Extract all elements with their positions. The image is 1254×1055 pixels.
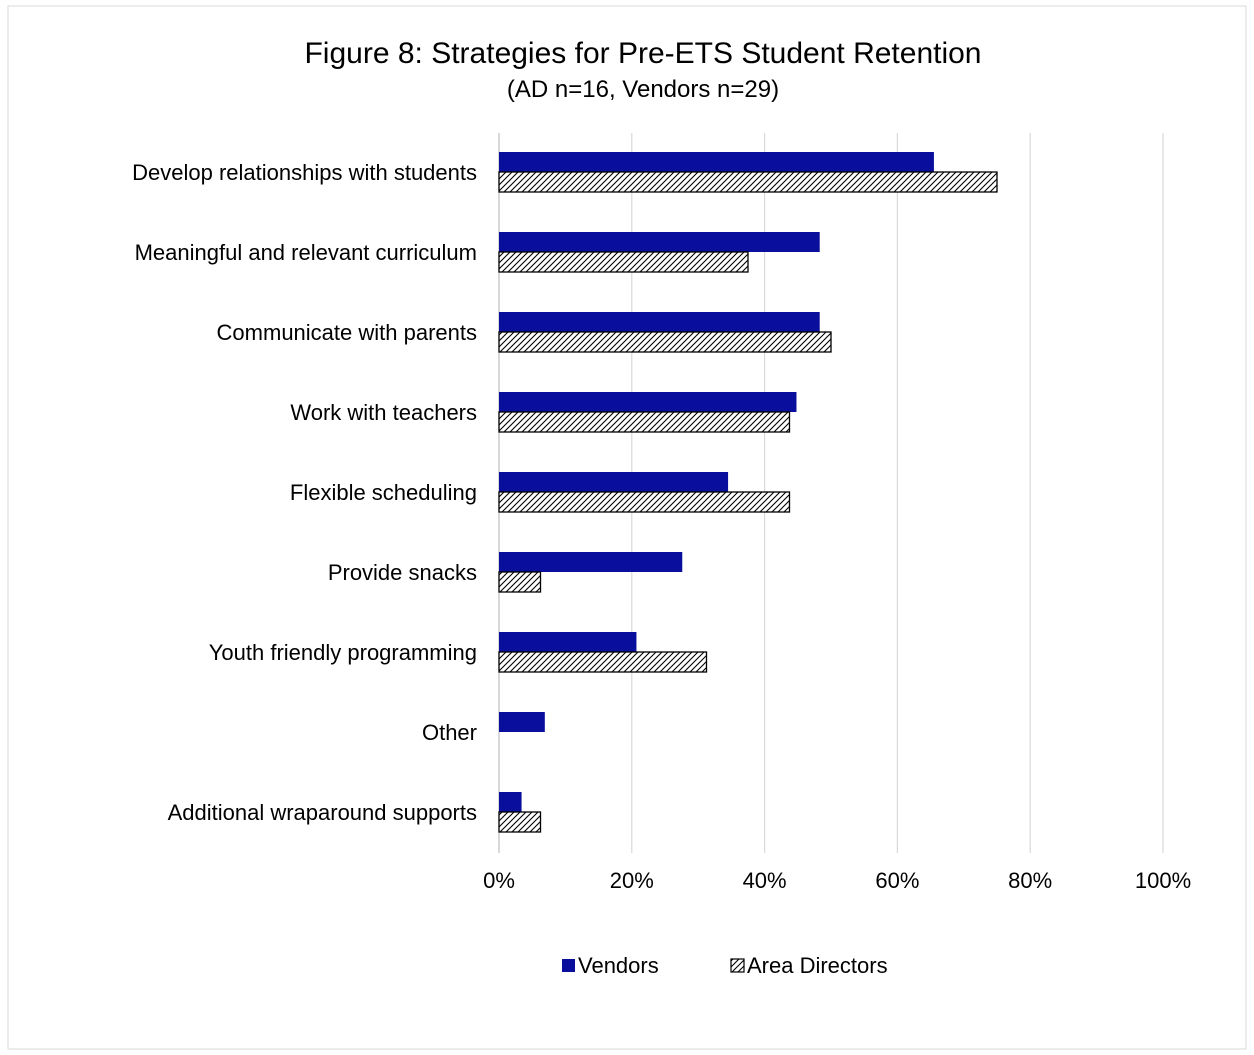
category-label: Develop relationships with students: [132, 160, 477, 185]
chart-title: Figure 8: Strategies for Pre-ETS Student…: [304, 37, 981, 70]
legend: Vendors Area Directors: [562, 953, 888, 978]
x-tick-label: 40%: [743, 868, 787, 893]
category-label: Youth friendly programming: [209, 640, 477, 665]
bar-area-directors: [498, 651, 708, 673]
bar-area-directors: [498, 571, 542, 593]
category-label: Provide snacks: [328, 560, 477, 585]
bar-area-directors: [498, 811, 542, 833]
bar-area-directors: [498, 491, 791, 513]
legend-label-area-directors: Area Directors: [747, 953, 888, 978]
category-labels: Develop relationships with students Meani…: [132, 160, 477, 825]
bar-vendors: [499, 232, 820, 252]
x-tick-label: 0%: [483, 868, 515, 893]
bar-vendors: [499, 472, 729, 492]
category-label: Meaningful and relevant curriculum: [135, 240, 477, 265]
category-label: Additional wraparound supports: [168, 800, 477, 825]
bar-area-directors: [498, 171, 998, 193]
category-label: Flexible scheduling: [290, 480, 477, 505]
bar-vendors: [499, 312, 820, 332]
x-tick-label: 100%: [1135, 868, 1191, 893]
legend-swatch-vendors: [562, 959, 575, 972]
bar-vendors: [499, 712, 545, 732]
category-label: Other: [422, 720, 477, 745]
category-label: Communicate with parents: [217, 320, 477, 345]
bar-vendors: [499, 152, 934, 172]
bars: [498, 152, 998, 833]
x-tick-label: 20%: [610, 868, 654, 893]
x-tick-label: 60%: [875, 868, 919, 893]
x-tick-label: 80%: [1008, 868, 1052, 893]
category-label: Work with teachers: [290, 400, 477, 425]
legend-label-vendors: Vendors: [578, 953, 659, 978]
bar-vendors: [499, 632, 637, 652]
bar-area-directors: [498, 251, 749, 273]
legend-swatch-area-directors: [730, 958, 745, 973]
bar-vendors: [499, 392, 797, 412]
x-axis-tick-labels: 0% 20% 40% 60% 80% 100%: [483, 868, 1191, 893]
bar-area-directors: [498, 331, 832, 353]
chart-subtitle: (AD n=16, Vendors n=29): [507, 76, 779, 103]
bar-vendors: [499, 792, 522, 812]
bar-vendors: [499, 552, 683, 572]
bar-area-directors: [498, 411, 791, 433]
